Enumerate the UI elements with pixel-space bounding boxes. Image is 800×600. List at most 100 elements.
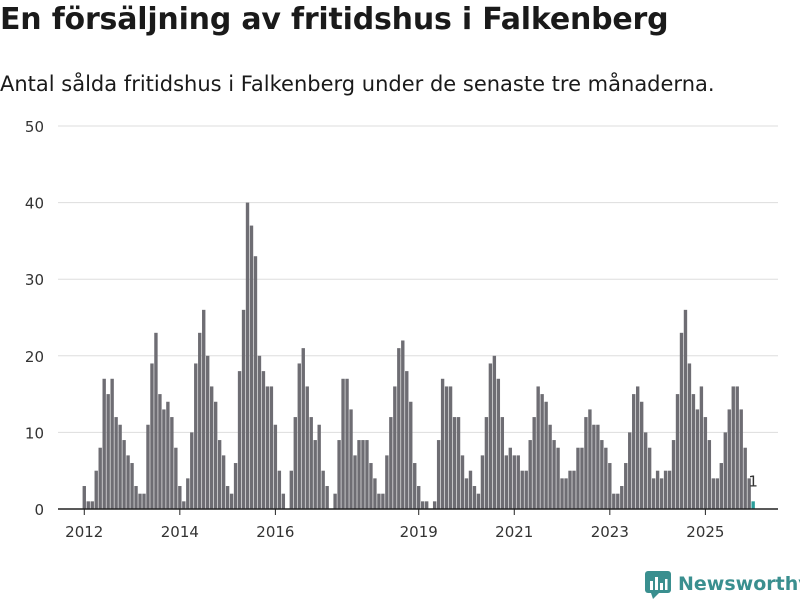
bar [723, 432, 727, 509]
bar [647, 447, 652, 509]
bar [616, 493, 620, 509]
x-axis: 2012 2014 2016 2019 2021 2023 2025 [58, 508, 778, 541]
bar [273, 424, 278, 509]
bar [628, 432, 632, 509]
bar [576, 447, 580, 509]
bar [281, 493, 286, 509]
bar [86, 501, 90, 509]
bar [536, 386, 540, 509]
bar [604, 447, 608, 509]
x-tick-label: 2014 [161, 523, 199, 541]
bar [206, 355, 210, 509]
bar [421, 501, 425, 509]
bar [568, 470, 572, 509]
bar [405, 371, 409, 509]
bar [114, 417, 118, 509]
bar [233, 463, 238, 509]
bar [261, 371, 266, 509]
bar [241, 309, 246, 509]
bar [142, 493, 146, 509]
newsworthy-logo-icon [645, 571, 671, 599]
bar [460, 455, 465, 509]
bar [162, 409, 166, 509]
bar [365, 440, 369, 509]
bar [739, 409, 743, 509]
x-tick-label: 2023 [591, 523, 629, 541]
bar [596, 424, 600, 509]
bar [277, 470, 282, 509]
bar [146, 424, 150, 509]
bar [301, 348, 305, 509]
bar [715, 478, 720, 509]
bar [444, 386, 449, 509]
bar [572, 470, 576, 509]
bar [751, 501, 755, 509]
bar [337, 440, 341, 509]
bar [703, 417, 708, 509]
bar [560, 478, 564, 509]
annotations: 1 [748, 472, 758, 490]
bar [679, 332, 684, 509]
bar [401, 340, 405, 509]
bar [731, 386, 735, 509]
bar [385, 455, 389, 509]
bar [528, 440, 532, 509]
bar [333, 493, 337, 509]
bar [345, 378, 349, 509]
bar [194, 363, 198, 509]
bar [659, 478, 664, 509]
bar [325, 486, 329, 509]
bar [182, 501, 186, 509]
bar [289, 470, 294, 509]
page-title: En försäljning av fritidshus i Falkenber… [0, 2, 669, 37]
bar [512, 455, 516, 509]
bar [126, 455, 130, 509]
bar [94, 470, 98, 509]
bar [508, 447, 512, 509]
bar [118, 424, 122, 509]
y-tick-label: 50 [25, 118, 44, 136]
bar [361, 440, 365, 509]
bar [369, 463, 373, 509]
bar [209, 386, 214, 509]
bar [476, 493, 481, 509]
bar [237, 371, 242, 509]
bar [600, 440, 604, 509]
bar [317, 424, 321, 509]
bar [381, 493, 385, 509]
bar [166, 401, 170, 509]
bar [592, 424, 596, 509]
bar [556, 447, 560, 509]
bar [269, 386, 274, 509]
bar [500, 417, 505, 509]
x-tick-label: 2016 [256, 523, 294, 541]
bar [393, 386, 397, 509]
bar [134, 486, 138, 509]
bar [448, 386, 453, 509]
bar [225, 486, 230, 509]
bar [472, 486, 477, 509]
bar [297, 363, 301, 509]
bar [699, 386, 704, 509]
bar [309, 417, 313, 509]
bar [655, 470, 660, 509]
bar [202, 309, 206, 509]
bar [488, 363, 493, 509]
bar [504, 455, 508, 509]
x-tick-label: 2021 [495, 523, 533, 541]
bar [253, 256, 258, 509]
bar [667, 470, 672, 509]
brand-logo[interactable]: Newsworthy [645, 568, 800, 600]
bar [675, 394, 680, 509]
bar [564, 478, 568, 509]
bar [221, 455, 226, 509]
bar [377, 493, 381, 509]
bar [293, 417, 297, 509]
bars [82, 202, 755, 509]
bar [313, 440, 317, 509]
chart-subtitle: Antal sålda fritidshus i Falkenberg unde… [0, 72, 715, 96]
bar [636, 386, 640, 509]
bar [624, 463, 628, 509]
bar [158, 394, 162, 509]
